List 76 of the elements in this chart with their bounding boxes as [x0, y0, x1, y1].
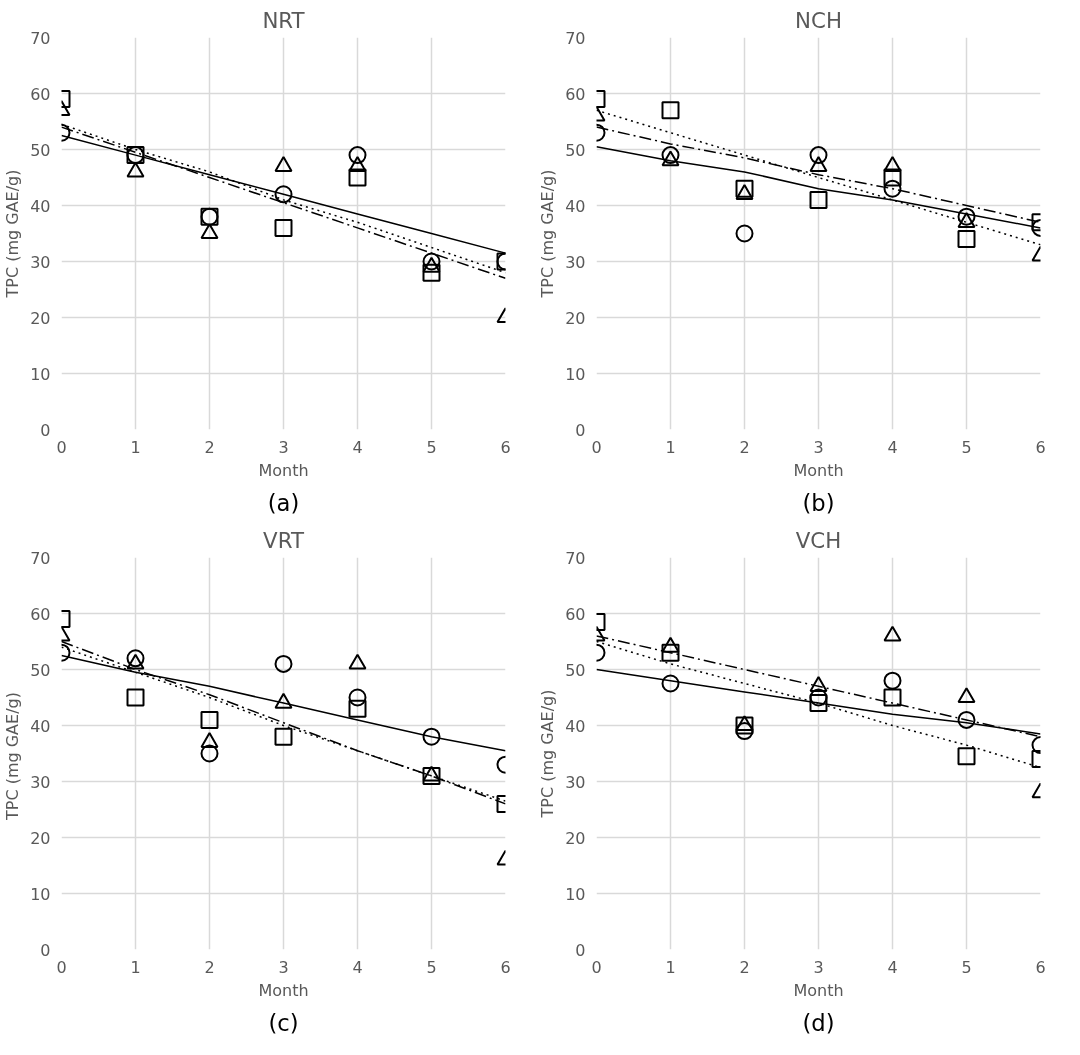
x-tick-label: 2	[739, 957, 750, 977]
text: (a)	[267, 489, 300, 516]
y-tick-label: 60	[565, 604, 586, 624]
x-tick-label: 0	[56, 437, 67, 457]
x-tick-label: 4	[887, 437, 898, 457]
y-tick-label: 0	[575, 940, 586, 960]
x-axis-title: Month	[258, 980, 309, 1000]
x-tick-label: 1	[665, 957, 676, 977]
chart-title: VCH	[795, 527, 842, 553]
y-tick-label: 50	[30, 140, 51, 160]
y-tick-label: 40	[30, 716, 51, 736]
text: (c)	[268, 1009, 299, 1036]
chart-title: NCH	[795, 7, 842, 33]
x-tick-label: 3	[813, 437, 824, 457]
y-tick-label: 10	[565, 364, 586, 384]
x-tick-label: 6	[500, 957, 511, 977]
x-tick-label: 6	[1035, 437, 1046, 457]
y-tick-label: 10	[30, 884, 51, 904]
x-tick-label: 1	[665, 437, 676, 457]
x-tick-label: 6	[1035, 957, 1046, 977]
y-tick-label: 60	[565, 84, 586, 104]
y-tick-label: 70	[565, 28, 586, 48]
x-tick-label: 3	[278, 437, 289, 457]
y-tick-label: 30	[30, 252, 51, 272]
text: (d)	[802, 1009, 835, 1036]
x-tick-label: 3	[278, 957, 289, 977]
x-tick-label: 6	[500, 437, 511, 457]
y-tick-label: 10	[565, 884, 586, 904]
y-tick-label: 40	[565, 716, 586, 736]
x-tick-label: 5	[426, 437, 437, 457]
y-tick-label: 60	[30, 604, 51, 624]
x-axis-title: Month	[258, 460, 309, 480]
x-tick-label: 2	[739, 437, 750, 457]
y-tick-label: 70	[30, 28, 51, 48]
y-tick-label: 40	[565, 196, 586, 216]
y-axis-title: TPC (mg GAE/g)	[3, 169, 23, 299]
x-tick-label: 0	[56, 957, 67, 977]
y-tick-label: 0	[40, 940, 51, 960]
x-tick-label: 0	[591, 437, 602, 457]
y-tick-label: 20	[565, 308, 586, 328]
chart-title: VRT	[263, 527, 305, 553]
y-tick-label: 20	[30, 308, 51, 328]
x-axis-title: Month	[793, 980, 844, 1000]
x-tick-label: 2	[204, 437, 215, 457]
y-tick-label: 70	[30, 548, 51, 568]
y-tick-label: 60	[30, 84, 51, 104]
y-tick-label: 30	[565, 772, 586, 792]
y-axis-title: TPC (mg GAE/g)	[3, 692, 23, 822]
x-tick-label: 2	[204, 957, 215, 977]
y-tick-label: 20	[30, 828, 51, 848]
y-tick-label: 50	[565, 660, 586, 680]
x-tick-label: 5	[961, 437, 972, 457]
x-axis-title: Month	[793, 460, 844, 480]
y-tick-label: 0	[40, 420, 51, 440]
x-tick-label: 4	[352, 437, 363, 457]
y-tick-label: 10	[30, 364, 51, 384]
x-tick-label: 3	[813, 957, 824, 977]
y-axis-title: TPC (mg GAE/g)	[538, 689, 558, 819]
y-tick-label: 40	[30, 196, 51, 216]
text: (b)	[802, 489, 835, 516]
y-tick-label: 50	[30, 660, 51, 680]
y-tick-label: 30	[30, 772, 51, 792]
x-tick-label: 4	[352, 957, 363, 977]
y-axis-title: TPC (mg GAE/g)	[538, 169, 558, 299]
y-tick-label: 30	[565, 252, 586, 272]
y-tick-label: 20	[565, 828, 586, 848]
x-tick-label: 0	[591, 957, 602, 977]
chart-title: NRT	[262, 7, 306, 33]
x-tick-label: 1	[130, 957, 141, 977]
x-tick-label: 5	[426, 957, 437, 977]
x-tick-label: 5	[961, 957, 972, 977]
y-tick-label: 50	[565, 140, 586, 160]
y-tick-label: 0	[575, 420, 586, 440]
y-tick-label: 70	[565, 548, 586, 568]
x-tick-label: 4	[887, 957, 898, 977]
x-tick-label: 1	[130, 437, 141, 457]
